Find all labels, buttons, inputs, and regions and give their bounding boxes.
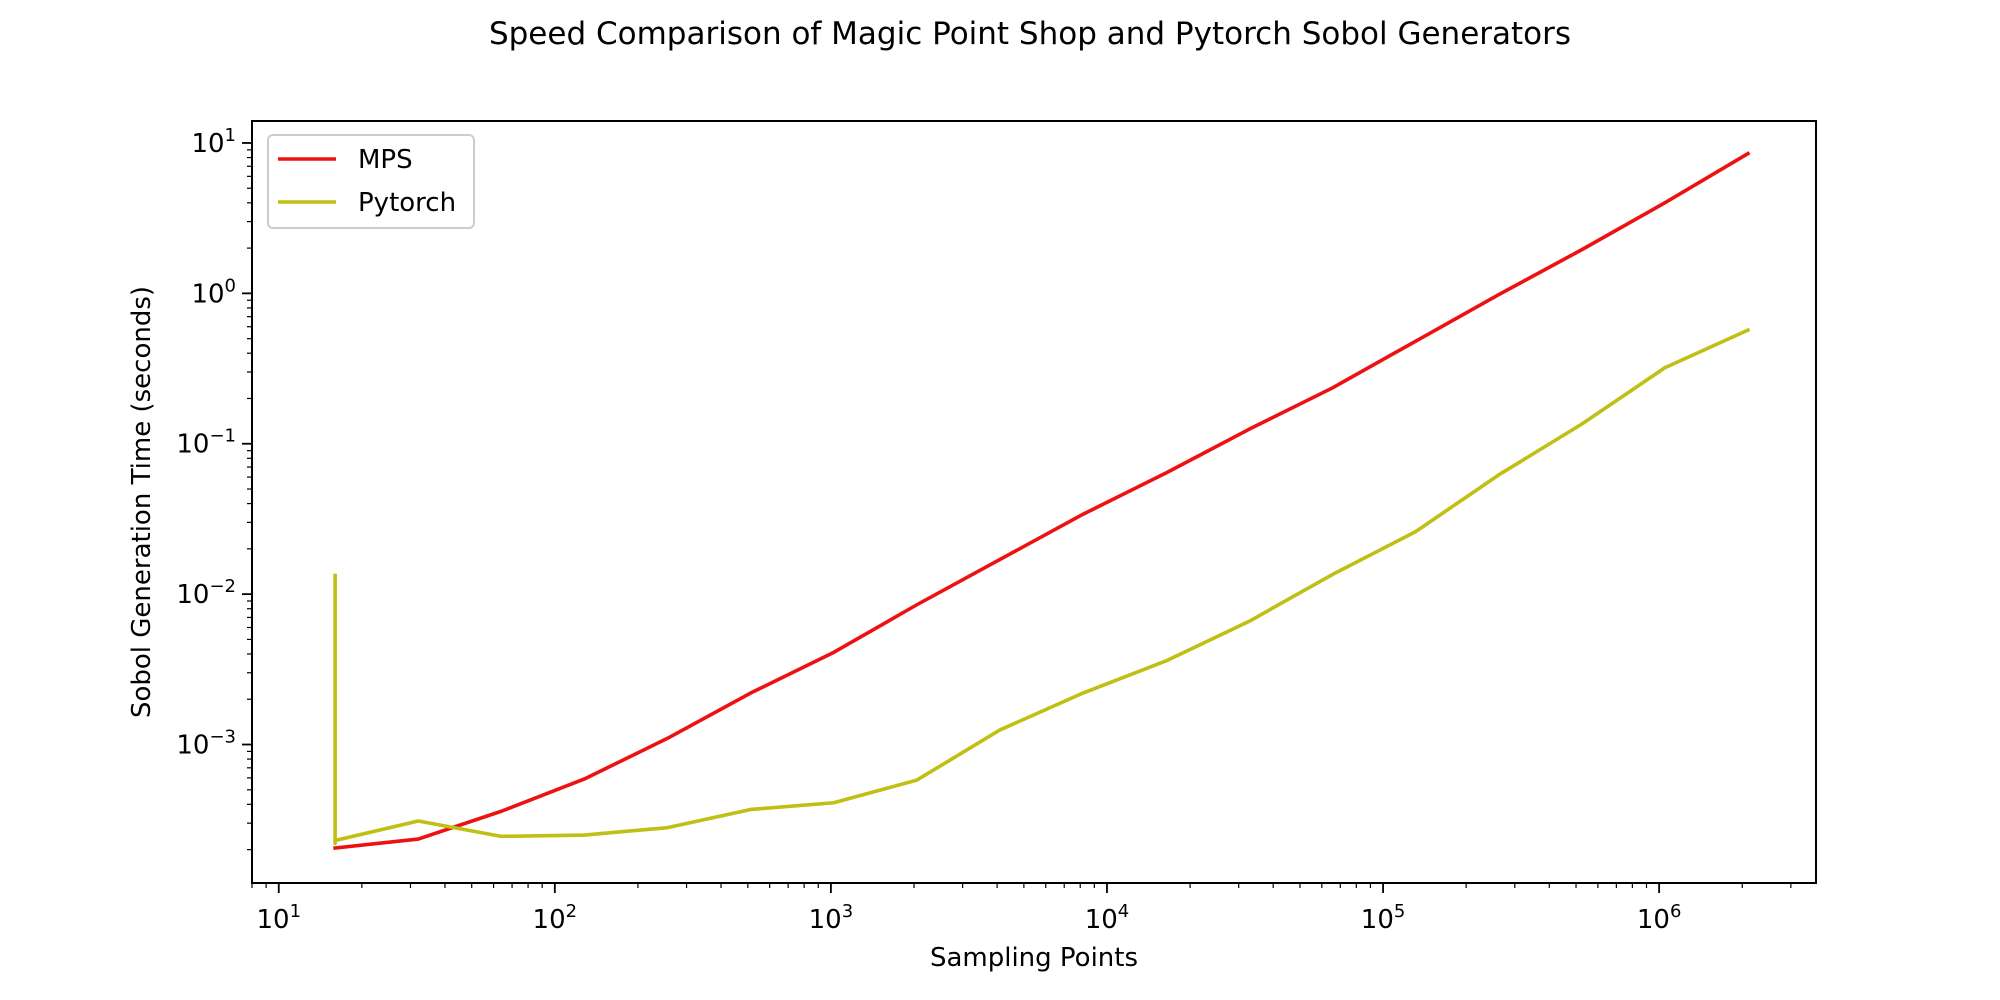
legend: MPS Pytorch [267,134,475,229]
x-tick-label: 103 [809,901,854,935]
y-tick-label: 101 [191,125,236,159]
series-line-mps [333,151,1751,851]
chart-title: Speed Comparison of Magic Point Shop and… [489,16,1571,52]
y-tick-label: 10−1 [176,426,236,460]
x-tick-label: 106 [1637,901,1682,935]
y-axis-label: Sobol Generation Time (seconds) [127,286,157,718]
legend-label-pytorch: Pytorch [358,188,456,218]
y-tick-label: 10−3 [176,727,236,761]
x-tick-label: 105 [1361,901,1406,935]
plot-frame [251,120,1817,884]
x-tick-label: 101 [256,901,301,935]
legend-label-mps: MPS [358,145,413,175]
y-tick-label: 10−2 [176,576,236,610]
y-tick-label: 100 [191,275,236,309]
series-line-pytorch [333,327,1751,846]
x-axis-label: Sampling Points [930,943,1138,973]
x-tick-label: 102 [533,901,578,935]
x-tick-label: 104 [1085,901,1130,935]
